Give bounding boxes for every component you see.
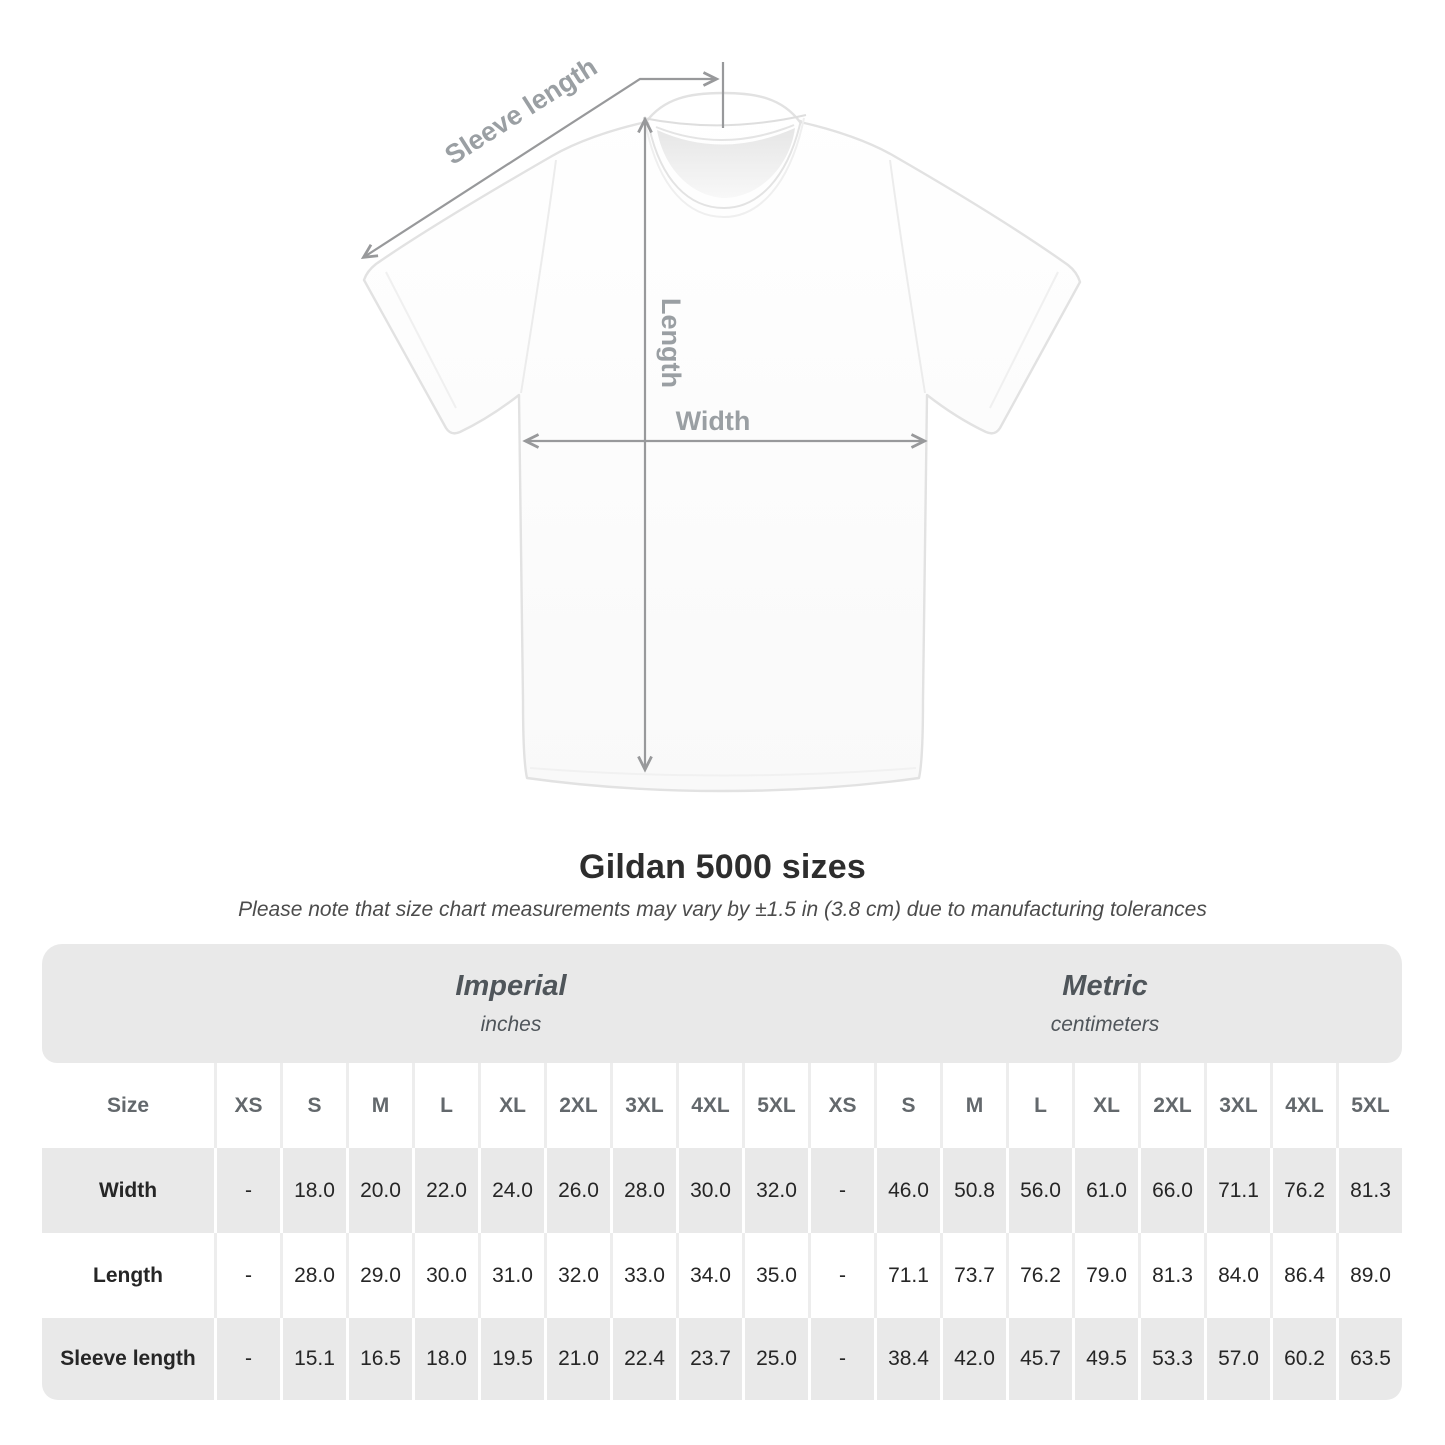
- col-header: 3XL: [610, 1063, 676, 1148]
- value-cell: 32.0: [544, 1233, 610, 1318]
- size-header-row: Size XS S M L XL 2XL 3XL 4XL 5XL XS S M …: [42, 1063, 1402, 1148]
- col-header: 4XL: [1270, 1063, 1336, 1148]
- value-cell: 15.1: [280, 1318, 346, 1400]
- value-cell: 42.0: [940, 1318, 1006, 1400]
- col-header: L: [412, 1063, 478, 1148]
- value-cell: 26.0: [544, 1148, 610, 1233]
- value-cell: 63.5: [1336, 1318, 1402, 1400]
- value-cell: 30.0: [676, 1148, 742, 1233]
- size-measurements-table: Size XS S M L XL 2XL 3XL 4XL 5XL XS S M …: [42, 1063, 1402, 1400]
- value-cell: -: [214, 1148, 280, 1233]
- value-cell: 71.1: [1204, 1148, 1270, 1233]
- width-label: Width: [676, 406, 751, 436]
- value-cell: 24.0: [478, 1148, 544, 1233]
- value-cell: 22.4: [610, 1318, 676, 1400]
- col-header: M: [940, 1063, 1006, 1148]
- value-cell: 18.0: [412, 1318, 478, 1400]
- col-header: 3XL: [1204, 1063, 1270, 1148]
- value-cell: 30.0: [412, 1233, 478, 1318]
- row-label-sleeve-length: Sleeve length: [42, 1318, 214, 1400]
- col-header: 4XL: [676, 1063, 742, 1148]
- value-cell: 45.7: [1006, 1318, 1072, 1400]
- value-cell: 76.2: [1270, 1148, 1336, 1233]
- value-cell: 81.3: [1138, 1233, 1204, 1318]
- value-cell: 79.0: [1072, 1233, 1138, 1318]
- col-header: M: [346, 1063, 412, 1148]
- metric-title: Metric: [1062, 970, 1148, 1002]
- value-cell: 18.0: [280, 1148, 346, 1233]
- value-cell: 56.0: [1006, 1148, 1072, 1233]
- tshirt-measurement-diagram: Sleeve length Length Width: [250, 51, 1082, 793]
- value-cell: 33.0: [610, 1233, 676, 1318]
- value-cell: 61.0: [1072, 1148, 1138, 1233]
- col-header: XS: [214, 1063, 280, 1148]
- value-cell: 86.4: [1270, 1233, 1336, 1318]
- row-label-width: Width: [42, 1148, 214, 1233]
- col-header: 2XL: [544, 1063, 610, 1148]
- col-header: 5XL: [742, 1063, 808, 1148]
- value-cell: 28.0: [610, 1148, 676, 1233]
- value-cell: 73.7: [940, 1233, 1006, 1318]
- value-cell: 20.0: [346, 1148, 412, 1233]
- value-cell: 53.3: [1138, 1318, 1204, 1400]
- col-header: S: [280, 1063, 346, 1148]
- value-cell: 46.0: [874, 1148, 940, 1233]
- metric-header: Metric centimeters: [808, 944, 1402, 1063]
- value-cell: 38.4: [874, 1318, 940, 1400]
- value-cell: 31.0: [478, 1233, 544, 1318]
- length-row: Length - 28.0 29.0 30.0 31.0 32.0 33.0 3…: [42, 1233, 1402, 1318]
- value-cell: 32.0: [742, 1148, 808, 1233]
- value-cell: 84.0: [1204, 1233, 1270, 1318]
- value-cell: 29.0: [346, 1233, 412, 1318]
- value-cell: 89.0: [1336, 1233, 1402, 1318]
- value-cell: -: [808, 1318, 874, 1400]
- sleeve-length-arrow: [364, 79, 716, 257]
- page-title: Gildan 5000 sizes: [579, 848, 866, 886]
- col-header: XS: [808, 1063, 874, 1148]
- value-cell: 28.0: [280, 1233, 346, 1318]
- value-cell: 76.2: [1006, 1233, 1072, 1318]
- size-table: Imperial inches Metric centimeters Size …: [42, 944, 1402, 1400]
- imperial-unit: inches: [480, 1013, 542, 1036]
- col-header: XL: [478, 1063, 544, 1148]
- value-cell: 35.0: [742, 1233, 808, 1318]
- value-cell: -: [808, 1148, 874, 1233]
- col-header: XL: [1072, 1063, 1138, 1148]
- metric-unit: centimeters: [1050, 1013, 1160, 1036]
- tolerance-note: Please note that size chart measurements…: [238, 898, 1207, 921]
- value-cell: 49.5: [1072, 1318, 1138, 1400]
- col-header: 2XL: [1138, 1063, 1204, 1148]
- value-cell: 81.3: [1336, 1148, 1402, 1233]
- value-cell: 16.5: [346, 1318, 412, 1400]
- value-cell: 34.0: [676, 1233, 742, 1318]
- col-header: L: [1006, 1063, 1072, 1148]
- imperial-title: Imperial: [455, 970, 567, 1002]
- length-label: Length: [656, 298, 686, 388]
- row-label-length: Length: [42, 1233, 214, 1318]
- imperial-header: Imperial inches: [42, 944, 808, 1063]
- col-header: 5XL: [1336, 1063, 1402, 1148]
- value-cell: 21.0: [544, 1318, 610, 1400]
- value-cell: 19.5: [478, 1318, 544, 1400]
- value-cell: 25.0: [742, 1318, 808, 1400]
- value-cell: 23.7: [676, 1318, 742, 1400]
- unit-system-header-band: Imperial inches Metric centimeters: [42, 944, 1402, 1063]
- value-cell: -: [808, 1233, 874, 1318]
- value-cell: 71.1: [874, 1233, 940, 1318]
- value-cell: 50.8: [940, 1148, 1006, 1233]
- size-col-header: Size: [42, 1063, 214, 1148]
- col-header: S: [874, 1063, 940, 1148]
- value-cell: 66.0: [1138, 1148, 1204, 1233]
- sleeve-length-row: Sleeve length - 15.1 16.5 18.0 19.5 21.0…: [42, 1318, 1402, 1400]
- value-cell: -: [214, 1233, 280, 1318]
- measurement-lines: [364, 62, 924, 769]
- value-cell: -: [214, 1318, 280, 1400]
- value-cell: 22.0: [412, 1148, 478, 1233]
- value-cell: 60.2: [1270, 1318, 1336, 1400]
- width-row: Width - 18.0 20.0 22.0 24.0 26.0 28.0 30…: [42, 1148, 1402, 1233]
- value-cell: 57.0: [1204, 1318, 1270, 1400]
